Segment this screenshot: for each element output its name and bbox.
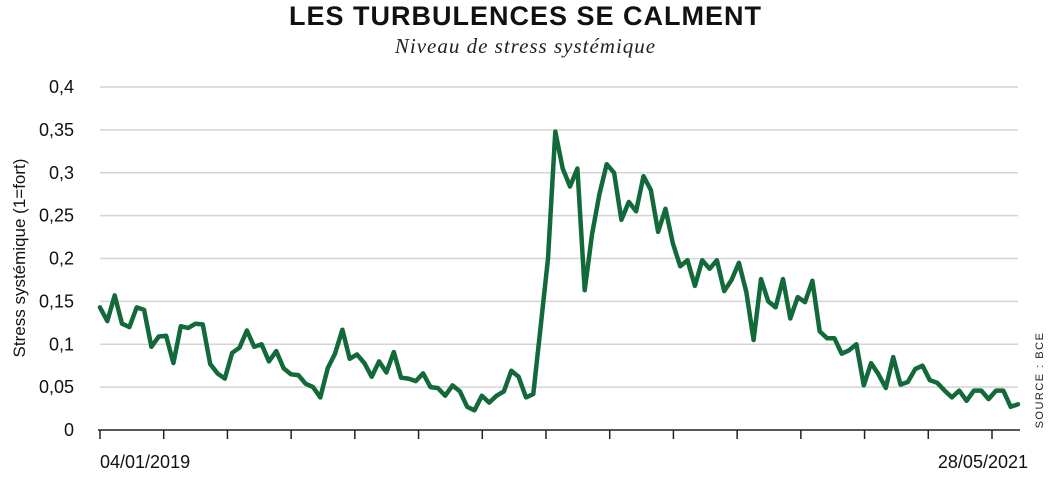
y-tick-label: 0,35 [39,120,74,140]
y-tick-label: 0,15 [39,291,74,311]
x-axis [98,429,1020,439]
y-tick-label: 0,4 [49,77,74,97]
x-tick-label-start: 04/01/2019 [100,452,190,472]
y-tick-label: 0 [64,420,74,440]
gridlines [100,86,1018,388]
chart-title: LES TURBULENCES SE CALMENT [288,1,763,31]
y-tick-label: 0,3 [49,163,74,183]
y-tick-label: 0,25 [39,206,74,226]
y-tick-label: 0,1 [49,334,74,354]
chart-subtitle: Niveau de stress systémique [394,34,657,58]
series-line [97,129,1021,413]
y-tick-labels: 0 0,05 0,1 0,15 0,2 0,25 0,3 0,35 0,4 [39,77,74,440]
series-group [97,129,1021,413]
y-tick-label: 0,2 [49,249,74,269]
x-tick-label-end: 28/05/2021 [938,452,1028,472]
y-tick-label: 0,05 [39,377,74,397]
